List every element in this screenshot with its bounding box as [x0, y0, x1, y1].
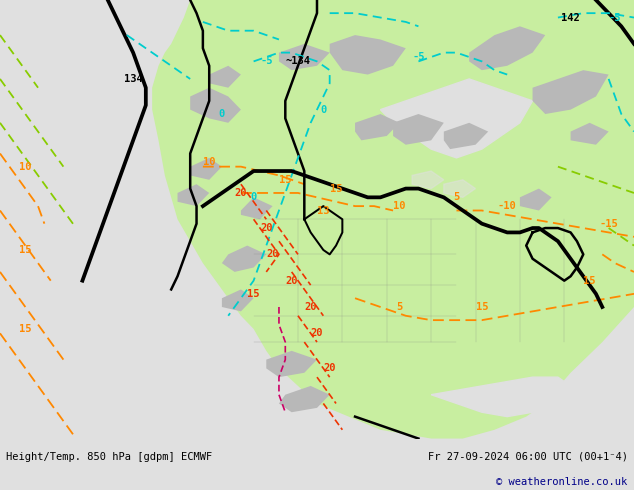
Text: -15: -15 — [599, 219, 618, 229]
Polygon shape — [266, 351, 317, 377]
Polygon shape — [520, 189, 552, 211]
Text: -5: -5 — [609, 13, 621, 23]
Text: 20: 20 — [235, 188, 247, 198]
Polygon shape — [178, 184, 209, 206]
Polygon shape — [355, 114, 399, 140]
Text: 20: 20 — [311, 328, 323, 338]
Text: 0: 0 — [219, 109, 225, 119]
Text: 15: 15 — [19, 324, 32, 334]
Text: -5: -5 — [412, 52, 425, 62]
Text: Height/Temp. 850 hPa [gdpm] ECMWF: Height/Temp. 850 hPa [gdpm] ECMWF — [6, 452, 212, 462]
Polygon shape — [393, 114, 444, 145]
Text: 142: 142 — [561, 13, 580, 23]
Polygon shape — [209, 66, 241, 88]
Polygon shape — [190, 158, 222, 180]
Polygon shape — [190, 88, 241, 123]
Polygon shape — [152, 0, 634, 439]
Polygon shape — [279, 44, 330, 70]
Polygon shape — [444, 180, 476, 197]
Text: 15: 15 — [476, 302, 488, 312]
Text: 0: 0 — [320, 105, 327, 115]
Polygon shape — [380, 79, 533, 158]
Text: 13: 13 — [317, 205, 330, 216]
Text: 15: 15 — [19, 245, 32, 255]
Polygon shape — [571, 123, 609, 145]
Text: 20: 20 — [260, 223, 273, 233]
Text: 15: 15 — [330, 184, 342, 194]
Polygon shape — [222, 245, 266, 272]
Text: 15: 15 — [583, 276, 596, 286]
Text: Fr 27-09-2024 06:00 UTC (00+1⁻4): Fr 27-09-2024 06:00 UTC (00+1⁻4) — [428, 452, 628, 462]
Text: 20: 20 — [323, 364, 336, 373]
Text: 20: 20 — [285, 276, 298, 286]
Polygon shape — [431, 377, 583, 416]
Polygon shape — [222, 290, 254, 311]
Polygon shape — [469, 26, 545, 70]
Polygon shape — [412, 171, 444, 189]
Polygon shape — [279, 386, 330, 412]
Text: 5: 5 — [453, 193, 460, 202]
Text: 5: 5 — [396, 302, 403, 312]
Text: -5: -5 — [260, 56, 273, 67]
Text: -10: -10 — [498, 201, 517, 211]
Polygon shape — [444, 123, 488, 149]
Text: 10: 10 — [203, 157, 216, 167]
Text: 20: 20 — [304, 302, 317, 312]
Text: 0: 0 — [250, 193, 257, 202]
Text: ~134: ~134 — [285, 56, 311, 67]
Text: 10: 10 — [393, 201, 406, 211]
Polygon shape — [533, 70, 609, 114]
Text: 15: 15 — [247, 289, 260, 299]
Polygon shape — [241, 197, 273, 220]
Text: © weatheronline.co.uk: © weatheronline.co.uk — [496, 477, 628, 487]
Text: 10: 10 — [19, 162, 32, 172]
Text: 20: 20 — [266, 249, 279, 259]
Text: 15: 15 — [279, 175, 292, 185]
Text: 134: 134 — [124, 74, 143, 84]
Polygon shape — [330, 35, 406, 74]
